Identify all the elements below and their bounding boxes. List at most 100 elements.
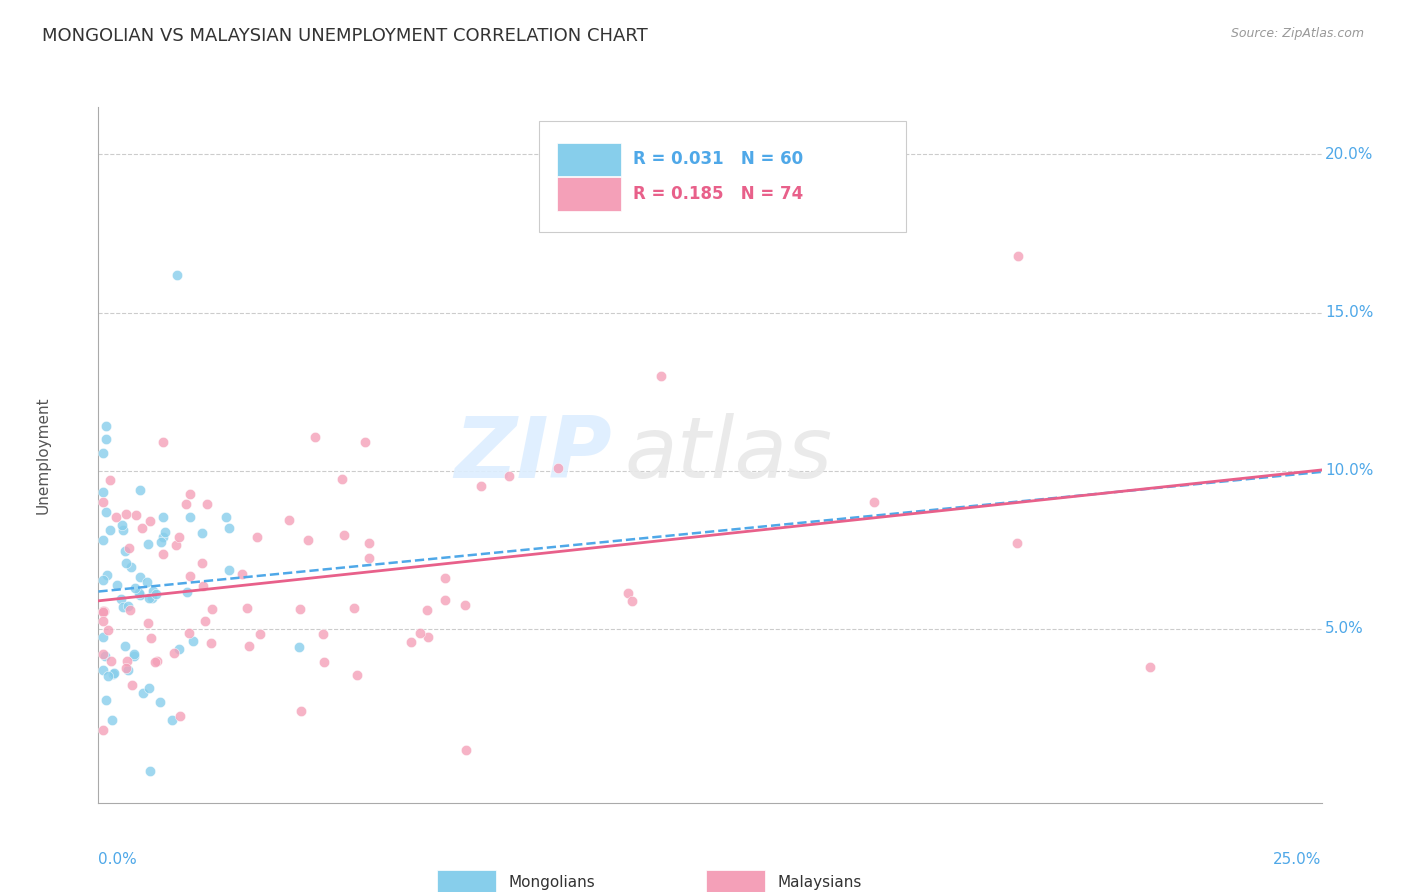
- Point: [617, 586, 640, 600]
- Point: [179, 568, 201, 582]
- Point: [191, 579, 214, 593]
- Point: [650, 368, 672, 383]
- Point: [346, 668, 368, 682]
- Point: [138, 764, 160, 779]
- Point: [97, 669, 120, 683]
- Point: [114, 543, 136, 558]
- Point: [312, 655, 335, 669]
- Point: [399, 635, 422, 649]
- Point: [359, 536, 381, 550]
- Text: Source: ZipAtlas.com: Source: ZipAtlas.com: [1230, 27, 1364, 40]
- Point: [333, 527, 356, 541]
- Point: [194, 615, 217, 629]
- Point: [118, 603, 141, 617]
- Point: [125, 508, 148, 523]
- Point: [121, 677, 143, 691]
- Text: 25.0%: 25.0%: [1274, 852, 1322, 866]
- Text: 0.0%: 0.0%: [98, 852, 138, 866]
- Point: [454, 598, 477, 612]
- Text: 5.0%: 5.0%: [1326, 622, 1364, 636]
- Point: [498, 468, 520, 483]
- Point: [153, 524, 176, 539]
- Point: [128, 483, 150, 497]
- Point: [343, 601, 366, 615]
- Point: [91, 494, 114, 508]
- Point: [152, 530, 174, 544]
- Point: [290, 704, 312, 718]
- Point: [1005, 536, 1028, 550]
- Point: [91, 485, 114, 500]
- Point: [330, 472, 353, 486]
- Point: [238, 640, 260, 654]
- Point: [165, 538, 187, 552]
- Point: [149, 695, 172, 709]
- Point: [181, 633, 204, 648]
- FancyBboxPatch shape: [706, 870, 765, 892]
- Point: [117, 599, 139, 613]
- Point: [139, 631, 162, 645]
- Point: [359, 551, 381, 566]
- Point: [115, 508, 138, 522]
- Point: [91, 573, 114, 587]
- Text: Malaysians: Malaysians: [778, 875, 862, 890]
- Point: [470, 478, 492, 492]
- Point: [863, 495, 886, 509]
- Point: [115, 660, 138, 674]
- Text: 15.0%: 15.0%: [1326, 305, 1374, 320]
- Point: [418, 630, 440, 644]
- Point: [111, 517, 134, 532]
- Point: [91, 605, 114, 619]
- Point: [218, 563, 240, 577]
- FancyBboxPatch shape: [538, 121, 905, 232]
- Point: [162, 713, 184, 727]
- Text: R = 0.031   N = 60: R = 0.031 N = 60: [633, 150, 803, 169]
- Point: [304, 430, 326, 444]
- Point: [354, 435, 377, 450]
- Point: [141, 591, 163, 605]
- Point: [112, 600, 135, 615]
- Text: 20.0%: 20.0%: [1326, 147, 1374, 162]
- Point: [104, 509, 127, 524]
- Point: [139, 514, 162, 528]
- Point: [190, 526, 212, 541]
- FancyBboxPatch shape: [557, 143, 620, 176]
- Point: [98, 523, 121, 537]
- Point: [114, 639, 136, 653]
- Text: 10.0%: 10.0%: [1326, 463, 1374, 478]
- Point: [179, 626, 201, 640]
- Point: [287, 640, 309, 654]
- Point: [152, 509, 174, 524]
- Point: [114, 556, 136, 570]
- Point: [434, 593, 457, 607]
- Point: [101, 713, 124, 727]
- Point: [409, 625, 432, 640]
- Point: [117, 654, 139, 668]
- Point: [129, 570, 152, 584]
- Point: [278, 513, 301, 527]
- Point: [91, 663, 114, 677]
- Point: [174, 497, 197, 511]
- Point: [167, 641, 190, 656]
- Point: [112, 523, 135, 537]
- Point: [98, 473, 121, 487]
- Point: [1139, 660, 1161, 674]
- Point: [176, 585, 198, 599]
- Point: [91, 446, 114, 460]
- Point: [163, 646, 186, 660]
- Point: [122, 649, 145, 664]
- Point: [290, 601, 312, 615]
- Point: [120, 560, 142, 574]
- Text: ZIP: ZIP: [454, 413, 612, 497]
- Point: [124, 581, 146, 595]
- Point: [191, 556, 214, 570]
- Point: [150, 535, 173, 549]
- Point: [456, 742, 478, 756]
- Point: [215, 509, 238, 524]
- Point: [96, 567, 118, 582]
- Point: [135, 574, 157, 589]
- Point: [297, 533, 319, 547]
- Point: [145, 587, 167, 601]
- Point: [167, 530, 190, 544]
- Point: [195, 498, 218, 512]
- Point: [138, 591, 160, 605]
